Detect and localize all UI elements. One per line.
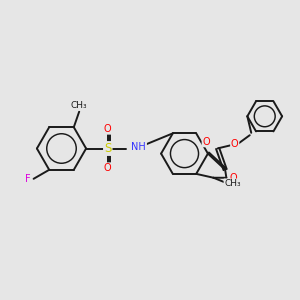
Text: O: O bbox=[229, 173, 237, 183]
Text: NH: NH bbox=[131, 142, 146, 152]
Text: F: F bbox=[25, 174, 30, 184]
Text: CH₃: CH₃ bbox=[224, 179, 241, 188]
Text: CH₃: CH₃ bbox=[71, 101, 88, 110]
Text: O: O bbox=[202, 136, 210, 146]
Text: O: O bbox=[104, 163, 112, 173]
Text: O: O bbox=[231, 139, 238, 149]
Text: O: O bbox=[104, 124, 112, 134]
Text: S: S bbox=[104, 142, 111, 155]
